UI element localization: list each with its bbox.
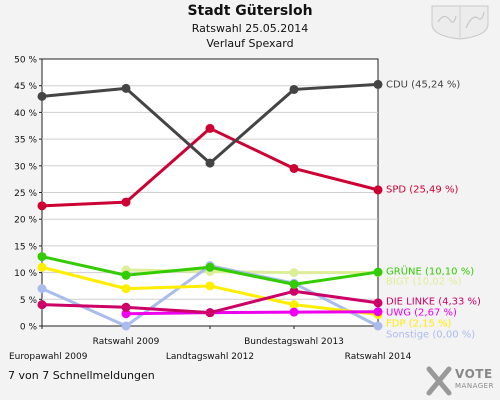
data-point-spd bbox=[205, 123, 215, 133]
data-point-spd bbox=[373, 185, 383, 195]
data-point-cdu bbox=[37, 91, 47, 101]
series-label-fdp: FDP (2,15 %) bbox=[386, 319, 452, 330]
data-point-cdu bbox=[121, 83, 131, 93]
logo-text-vote: VOTE bbox=[455, 367, 493, 381]
logo-text-manager: MANAGER bbox=[455, 382, 494, 390]
x-tick-label: Bundestagswahl 2013 bbox=[244, 337, 344, 347]
data-point-bigt bbox=[289, 268, 299, 278]
y-tick-label: 40 % bbox=[14, 109, 37, 119]
data-point-fdp bbox=[121, 284, 131, 294]
x-tick-label: Ratswahl 2009 bbox=[93, 337, 160, 347]
data-point-sonstige bbox=[37, 284, 47, 294]
data-point-spd bbox=[37, 201, 47, 211]
data-point-uwg bbox=[121, 309, 131, 319]
data-point-cdu bbox=[289, 84, 299, 94]
series-label-spd: SPD (25,49 %) bbox=[386, 185, 458, 196]
y-tick-label: 45 % bbox=[14, 82, 37, 92]
x-tick-label: Ratswahl 2014 bbox=[345, 352, 412, 362]
data-point-die-linke bbox=[373, 298, 383, 308]
y-tick-label: 50 % bbox=[14, 56, 37, 66]
y-tick-label: 25 % bbox=[14, 189, 37, 199]
x-tick-label: Europawahl 2009 bbox=[9, 352, 88, 362]
data-point-sonstige bbox=[121, 321, 131, 331]
vote-manager-logo-icon bbox=[426, 366, 452, 396]
data-point-die-linke bbox=[205, 308, 215, 318]
data-point-fdp bbox=[205, 281, 215, 291]
series-line-uwg bbox=[125, 310, 379, 316]
data-point-gr-ne bbox=[37, 252, 47, 262]
y-tick-label: 35 % bbox=[14, 136, 37, 146]
y-tick-label: 0 % bbox=[20, 323, 38, 333]
series-label-uwg: UWG (2,67 %) bbox=[386, 308, 457, 319]
series-label-sonstige: Sonstige (0,00 %) bbox=[386, 330, 475, 341]
y-tick-label: 5 % bbox=[20, 296, 38, 306]
x-tick-label: Landtagswahl 2012 bbox=[166, 352, 254, 362]
data-point-cdu bbox=[373, 79, 383, 89]
y-tick-label: 30 % bbox=[14, 162, 37, 172]
data-point-die-linke bbox=[121, 302, 131, 312]
data-point-fdp bbox=[289, 300, 299, 310]
data-point-gr-ne bbox=[289, 279, 299, 289]
data-point-die-linke bbox=[37, 300, 47, 310]
data-point-cdu bbox=[205, 158, 215, 168]
data-point-gr-ne bbox=[373, 267, 383, 277]
data-point-uwg bbox=[289, 307, 299, 317]
data-point-spd bbox=[289, 163, 299, 173]
series-label-bigt: BIGT (10,02 %) bbox=[386, 277, 462, 288]
data-point-spd bbox=[121, 197, 131, 207]
data-point-gr-ne bbox=[205, 262, 215, 272]
data-point-sonstige bbox=[373, 321, 383, 331]
series-label-gr-ne: GRÜNE (10,10 %) bbox=[386, 265, 474, 278]
y-tick-label: 15 % bbox=[14, 242, 37, 252]
y-tick-label: 10 % bbox=[14, 269, 37, 279]
series-label-die-linke: DIE LINKE (4,33 %) bbox=[386, 297, 481, 308]
coat-of-arms-icon bbox=[431, 5, 489, 40]
data-point-fdp bbox=[37, 262, 47, 272]
series-label-cdu: CDU (45,24 %) bbox=[386, 80, 460, 91]
data-point-uwg bbox=[373, 307, 383, 317]
page-subtitle: Ratswahl 25.05.2014 bbox=[191, 22, 309, 35]
data-point-gr-ne bbox=[121, 270, 131, 280]
page-title: Stadt Gütersloh bbox=[187, 3, 313, 19]
y-tick-label: 20 % bbox=[14, 216, 37, 226]
page-subtitle-2: Verlauf Spexard bbox=[206, 37, 294, 50]
data-point-die-linke bbox=[289, 286, 299, 296]
footer-text: 7 von 7 Schnellmeldungen bbox=[8, 369, 155, 382]
